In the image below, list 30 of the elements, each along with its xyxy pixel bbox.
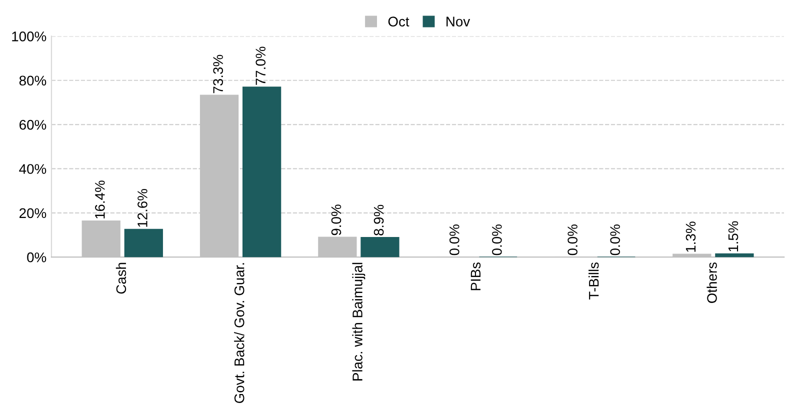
y-tick-label: 40%: [19, 164, 46, 174]
data-label: 12.6%: [138, 188, 148, 227]
data-label: 9.0%: [331, 204, 342, 236]
data-label: 1.5%: [728, 221, 738, 252]
data-label: 73.3%: [213, 54, 223, 94]
y-tick-label: 20%: [20, 208, 46, 218]
data-label: 0.0%: [568, 224, 578, 256]
legend-label: Oct: [388, 16, 410, 26]
x-tick-label: Govt. Back/ Gov. Guar.: [234, 263, 244, 404]
data-label: 1.3%: [686, 222, 696, 252]
y-tick-label: 80%: [19, 76, 46, 86]
bar: [124, 228, 163, 258]
y-tick-label: 100%: [12, 32, 46, 42]
x-tick-label: Plac. with Baimujjal: [352, 262, 366, 380]
data-label: 16.4%: [95, 180, 105, 218]
data-label: 77.0%: [256, 46, 266, 85]
bar: [360, 237, 400, 258]
x-tick-label: T-Bills: [588, 262, 599, 300]
data-label: 0.0%: [492, 224, 502, 256]
bar: [715, 253, 754, 258]
data-label: 0.0%: [449, 224, 460, 256]
x-tick-label: Others: [706, 262, 717, 303]
x-tick-label: PIBs: [470, 262, 481, 290]
y-tick-label: 0%: [27, 252, 46, 262]
x-tick-label: Cash: [116, 262, 126, 294]
bar: [242, 86, 282, 258]
data-label: 8.9%: [374, 204, 384, 236]
data-label: 0.0%: [610, 224, 620, 256]
legend-label: Nov: [446, 16, 470, 26]
y-tick-label: 60%: [20, 120, 46, 130]
